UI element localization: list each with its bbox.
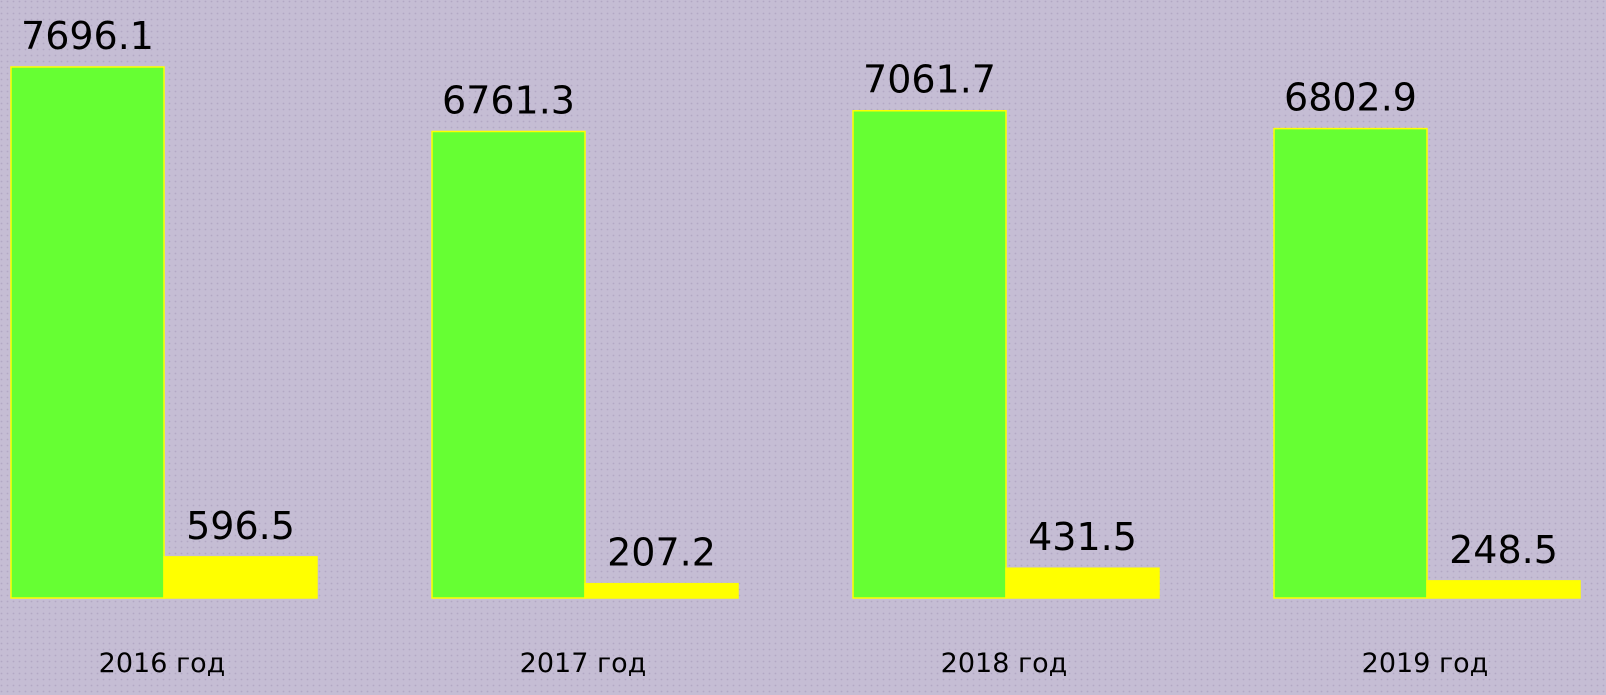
data-label: 207.2 [607, 531, 716, 575]
bar [852, 109, 1007, 599]
data-label: 248.5 [1449, 528, 1558, 572]
bar [1005, 567, 1160, 599]
data-label: 431.5 [1028, 515, 1137, 559]
x-tick-label: 2018 год [941, 648, 1068, 679]
bar [163, 556, 318, 599]
data-label: 6802.9 [1284, 76, 1417, 120]
bar [431, 130, 586, 599]
bar [584, 582, 739, 599]
bar [1273, 127, 1428, 599]
data-label: 7061.7 [863, 58, 996, 102]
data-label: 596.5 [186, 504, 295, 548]
x-tick-label: 2019 год [1362, 648, 1489, 679]
x-tick-label: 2017 год [520, 648, 647, 679]
bar [1426, 580, 1581, 599]
data-label: 7696.1 [21, 14, 154, 58]
bar [10, 66, 165, 599]
x-tick-label: 2016 год [99, 648, 226, 679]
data-label: 6761.3 [442, 78, 575, 122]
